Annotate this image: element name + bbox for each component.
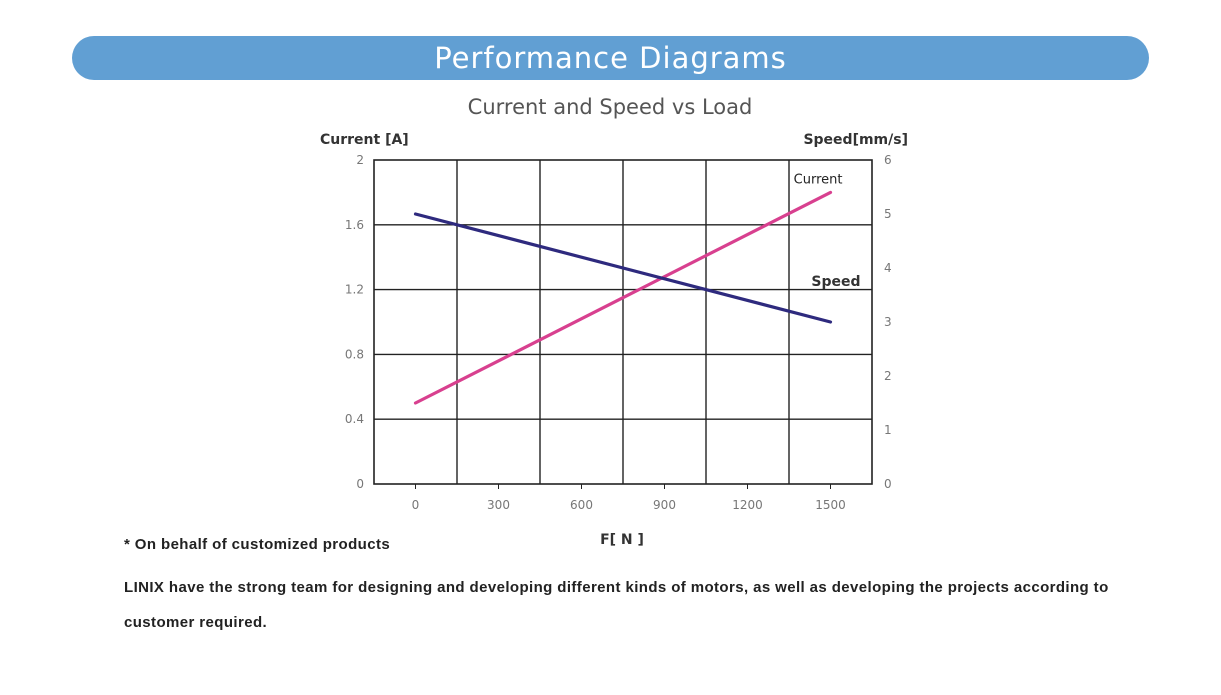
footnote: * On behalf of customized products <box>124 536 391 553</box>
series-line-speed <box>413 212 833 324</box>
x-tick-label: 0 <box>412 498 420 512</box>
y-right-tick-label: 2 <box>884 369 892 383</box>
y-left-tick-label: 1.2 <box>345 283 364 297</box>
x-tick-label: 900 <box>653 498 676 512</box>
x-tick-label: 600 <box>570 498 593 512</box>
x-axis-label: F[ N ] <box>600 532 644 548</box>
current-speed-chart: Current and Speed vs Load Current [A] Sp… <box>320 95 908 548</box>
x-tick-label: 300 <box>487 498 510 512</box>
y-right-tick-label: 1 <box>884 423 892 437</box>
y-right-tick-label: 6 <box>884 153 892 167</box>
y-left-tick-label: 1.6 <box>345 218 364 232</box>
page-title: Performance Diagrams <box>434 41 787 75</box>
chart-title: Current and Speed vs Load <box>468 95 753 119</box>
y-left-axis-label: Current [A] <box>320 132 409 148</box>
y-right-tick-label: 3 <box>884 315 892 329</box>
x-tick-label: 1200 <box>732 498 763 512</box>
y-left-tick-label: 0.8 <box>345 347 364 361</box>
y-left-tick-label: 0 <box>356 477 364 491</box>
y-left-tick-label: 2 <box>356 153 364 167</box>
plot-area: 0 0.4 0.8 1.2 1.6 2 0 300 600 900 1200 1500 0 1 2 3 4 5 6 C… <box>345 153 892 512</box>
y-right-axis-label: Speed[mm/s] <box>803 132 908 148</box>
y-left-tick-label: 0.4 <box>345 412 364 426</box>
description: LINIX have the strong team for designing… <box>124 579 1109 631</box>
y-right-tick-label: 5 <box>884 207 892 221</box>
series-label-current: Current <box>794 172 843 187</box>
series-label-speed: Speed <box>811 274 860 290</box>
series-line-current <box>413 190 833 405</box>
header-banner: Performance Diagrams <box>72 36 1149 80</box>
y-right-tick-label: 4 <box>884 261 892 275</box>
y-right-tick-label: 0 <box>884 477 892 491</box>
x-tick-label: 1500 <box>815 498 846 512</box>
